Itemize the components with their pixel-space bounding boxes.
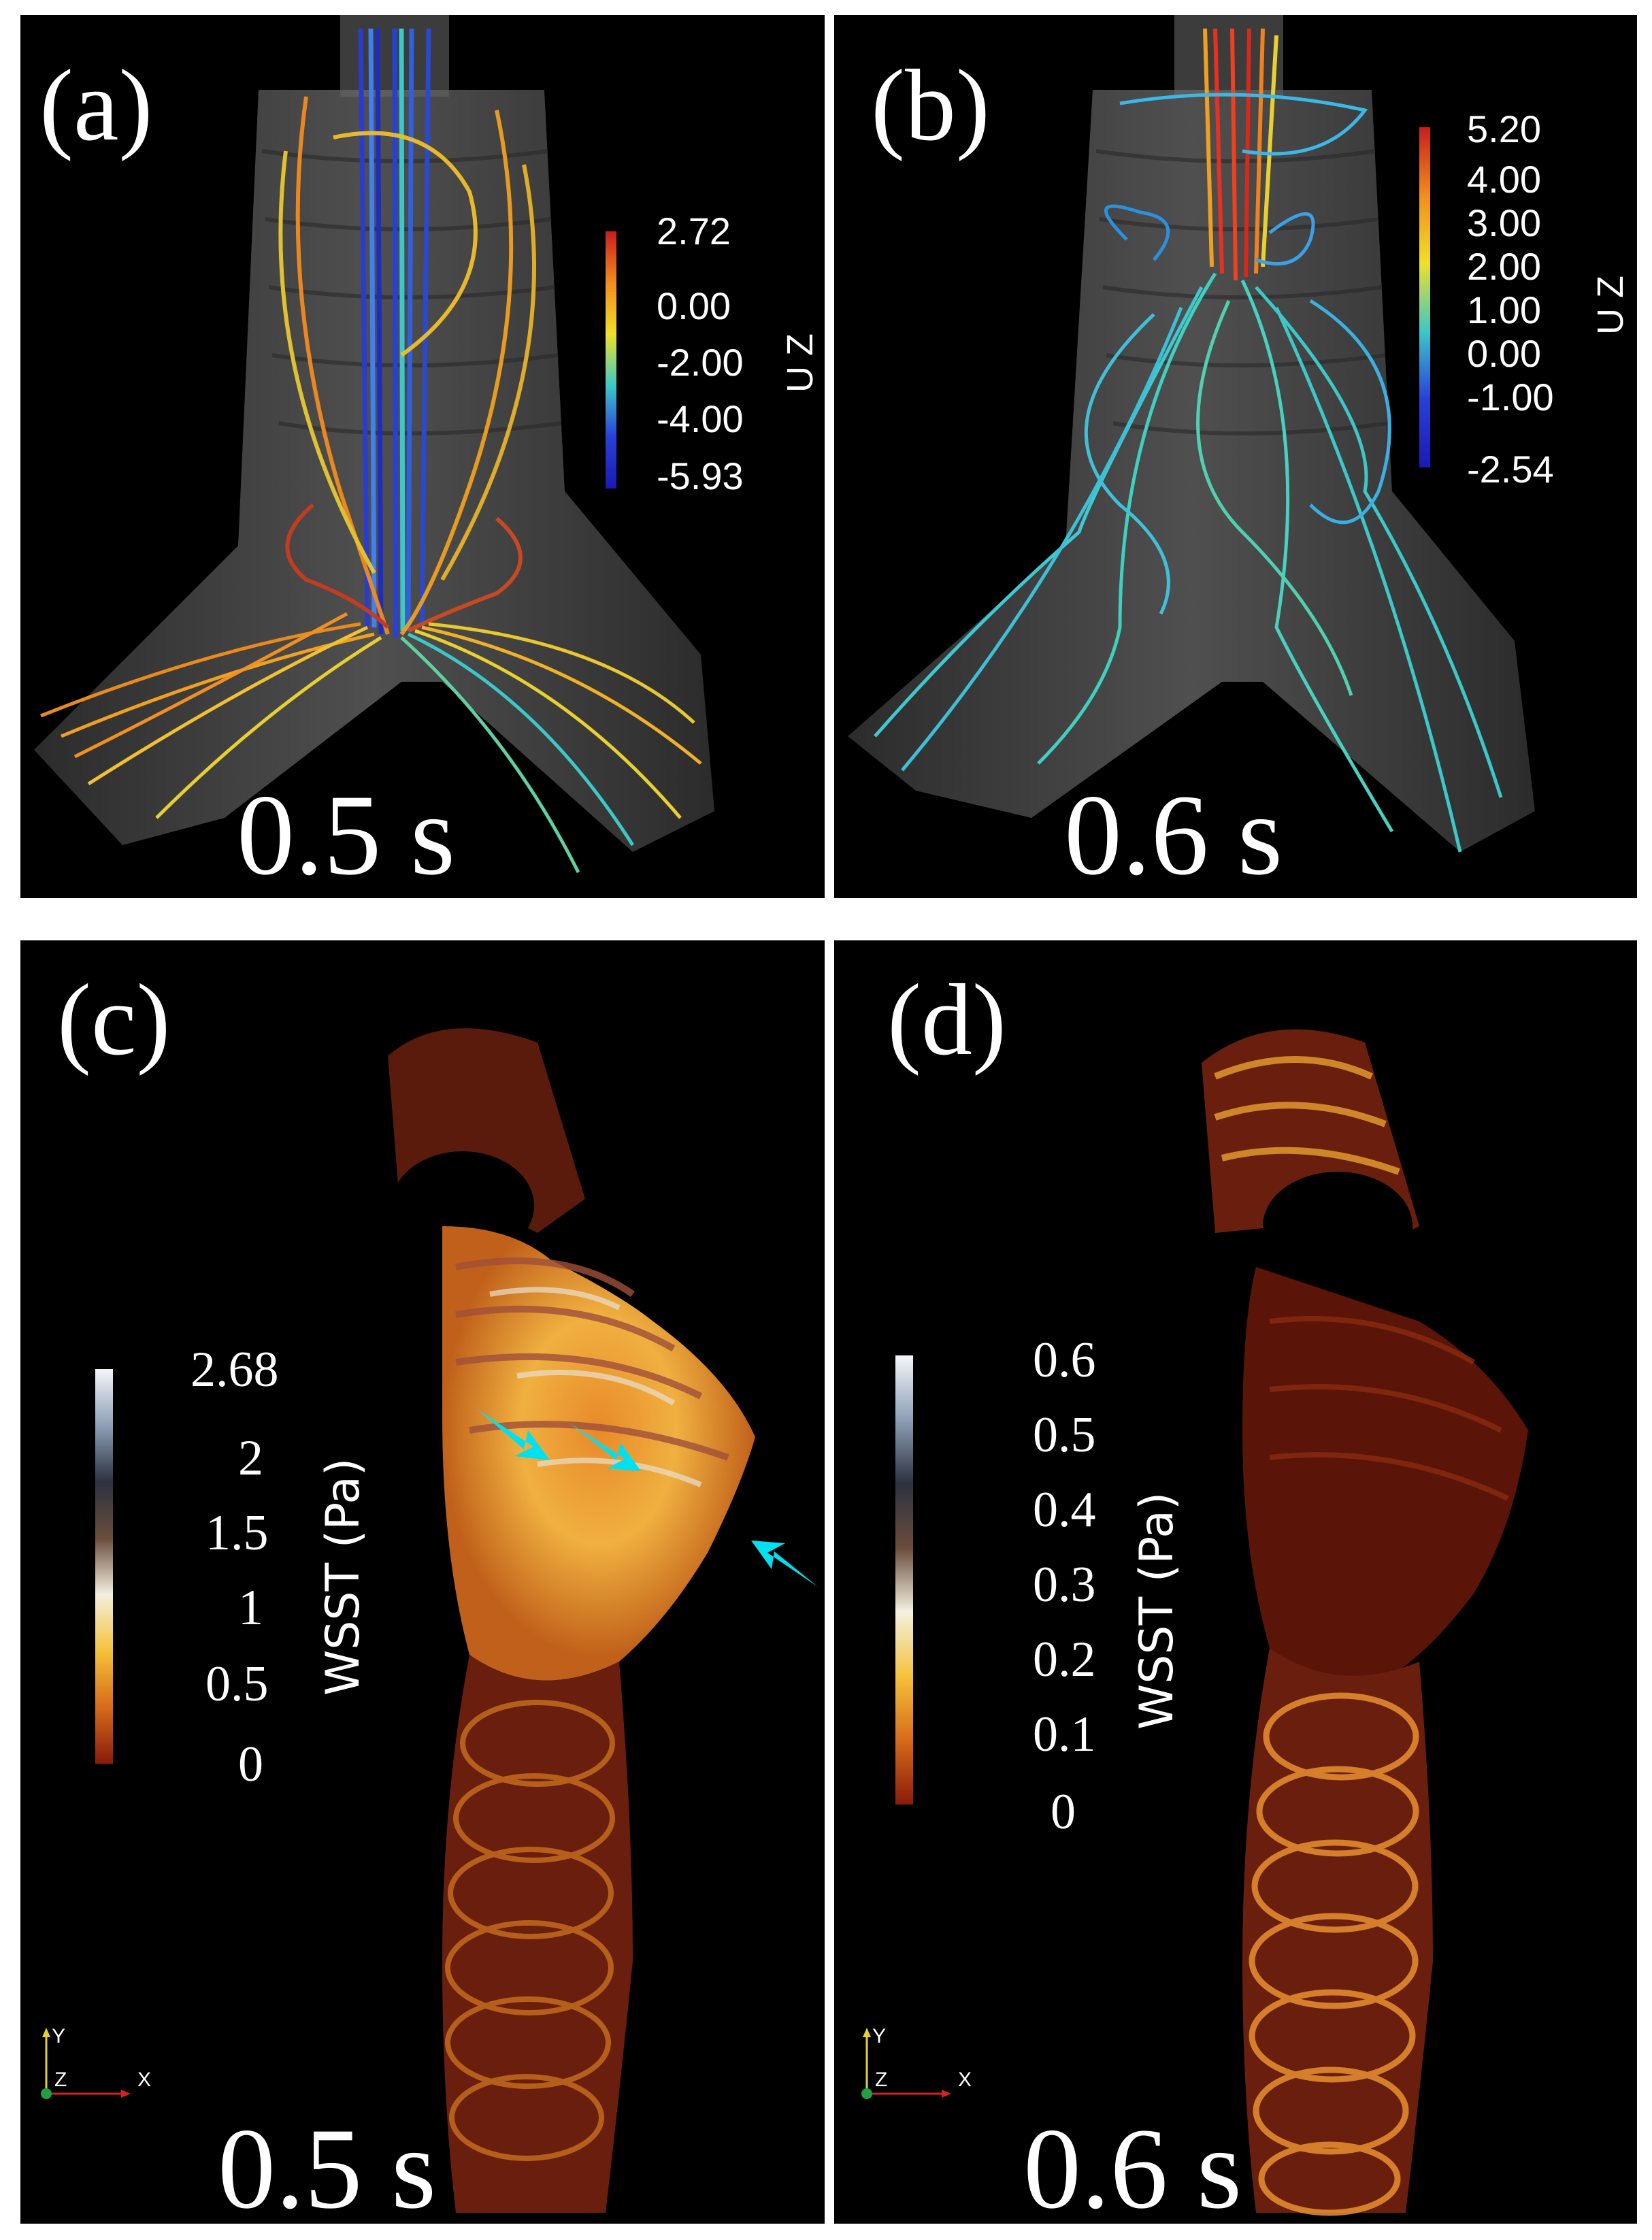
axis-label-y-d: Y: [872, 2025, 887, 2047]
colorbar-tick-b-7: -2.54: [1467, 448, 1554, 491]
colorbar-tick-a-2: -2.00: [657, 341, 744, 384]
colorbar-d: [895, 1355, 913, 1805]
panel-c: (c) 0.5 s 2.68 2 1.5 1 0.5 0 WSST (Pa) Y…: [20, 940, 825, 2224]
colorbar-tick-c-1: 2: [238, 1430, 263, 1486]
colorbar-tick-b-6: -1.00: [1467, 376, 1554, 418]
streamline-visualization-b: [848, 15, 1535, 853]
time-label-d: 0.6 s: [1023, 2105, 1242, 2224]
colorbar-tick-b-2: 3.00: [1467, 201, 1541, 244]
colorbar-a: [606, 231, 616, 489]
panel-b: (b) 0.6 s 5.20 4.00 3.00 2.00 1.00 0.00 …: [834, 15, 1637, 898]
axis-label-z-c: Z: [54, 2069, 67, 2091]
colorbar-title-d: WSST (Pa): [1130, 1492, 1184, 1730]
wall-shear-stress-visualization-c: [388, 1028, 818, 2213]
axes-triad-c: Y Z X: [34, 2002, 170, 2111]
colorbar-tick-c-3: 1: [238, 1580, 263, 1636]
axes-triad-icon-d: [861, 2028, 951, 2099]
streamline-visualization-a: [34, 15, 714, 874]
colorbar-tick-b-1: 4.00: [1467, 158, 1541, 201]
colorbar-tick-d-0: 0.6: [1033, 1332, 1096, 1388]
colorbar-tick-b-3: 2.00: [1467, 245, 1541, 288]
colorbar-tick-d-5: 0.1: [1033, 1707, 1096, 1762]
axes-triad-d: Y Z X: [855, 2002, 991, 2111]
colorbar-tick-a-4: -5.93: [657, 455, 744, 497]
colorbar-tick-d-2: 0.4: [1033, 1482, 1096, 1538]
colorbar-b: [1419, 127, 1430, 467]
colorbar-tick-b-5: 0.00: [1467, 332, 1541, 375]
colorbar-tick-a-0: 2.72: [657, 210, 731, 252]
colorbar-tick-c-5: 0: [238, 1736, 263, 1792]
panel-label-c: (c): [57, 963, 171, 1076]
colorbar-tick-b-0: 5.20: [1467, 108, 1541, 150]
time-label-c: 0.5 s: [218, 2105, 437, 2224]
colorbar-tick-d-3: 0.3: [1033, 1557, 1096, 1613]
colorbar-title-a: U Z: [780, 333, 821, 393]
time-label-b: 0.6 s: [1064, 771, 1283, 898]
colorbar-tick-a-3: -4.00: [657, 397, 744, 440]
panel-a: (a) 0.5 s 2.72 0.00 -2.00 -4.00 -5.93 U …: [20, 15, 825, 898]
colorbar-c: [95, 1369, 113, 1764]
panel-label-d: (d): [887, 963, 1006, 1076]
axis-label-z-d: Z: [875, 2069, 888, 2091]
colorbar-title-b: U Z: [1590, 276, 1631, 335]
axis-label-x-d: X: [958, 2069, 972, 2091]
colorbar-tick-d-1: 0.5: [1033, 1407, 1096, 1463]
panel-d: (d) 0.6 s 0.6 0.5 0.4 0.3 0.2 0.1 0 WSST…: [834, 940, 1637, 2224]
wall-shear-stress-visualization-d: [1202, 1029, 1528, 2216]
colorbar-title-c: WSST (Pa): [316, 1457, 370, 1696]
time-label-a: 0.5 s: [237, 771, 456, 898]
panel-label-a: (a): [39, 49, 153, 162]
axis-label-y-c: Y: [52, 2025, 66, 2047]
colorbar-tick-b-4: 1.00: [1467, 289, 1541, 331]
colorbar-tick-c-2: 1.5: [205, 1505, 269, 1561]
colorbar-tick-d-6: 0: [1051, 1784, 1076, 1840]
colorbar-tick-d-4: 0.2: [1033, 1632, 1096, 1687]
axis-label-x-c: X: [137, 2069, 152, 2091]
colorbar-tick-c-4: 0.5: [205, 1656, 269, 1712]
axes-triad-icon-c: [41, 2028, 131, 2099]
panel-label-b: (b): [871, 49, 990, 162]
colorbar-tick-a-1: 0.00: [657, 284, 731, 327]
colorbar-tick-c-0: 2.68: [191, 1342, 279, 1398]
